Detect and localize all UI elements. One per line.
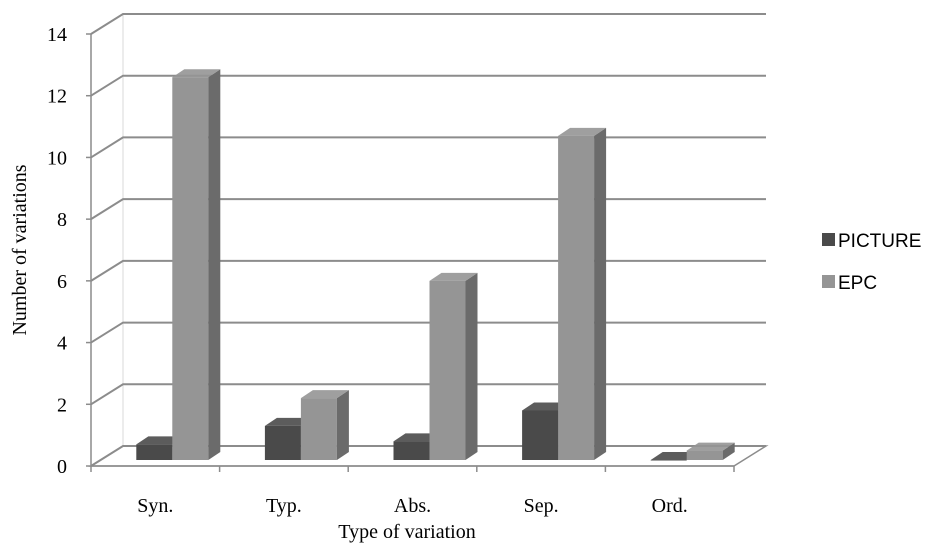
bar-front [686, 450, 723, 460]
gridline [90, 383, 766, 406]
bar-front [522, 410, 559, 460]
x-axis-label: Type of variation [338, 521, 475, 543]
y-tick-label: 4 [57, 333, 67, 355]
y-tick-label: 0 [57, 456, 67, 478]
legend-item-picture: PICTURE [822, 231, 921, 252]
bar-front [558, 135, 595, 461]
y-tick-label: 12 [47, 86, 67, 108]
bar-side [208, 69, 221, 460]
legend-item-epc: EPC [822, 273, 877, 294]
bar-epc-ord [686, 442, 735, 460]
x-tick-label: Sep. [524, 495, 559, 517]
bar-front [300, 398, 337, 460]
y-tick-label: 8 [57, 209, 67, 231]
y-tick-label: 6 [57, 271, 67, 293]
x-tick-label: Typ. [266, 495, 302, 517]
bar-side [336, 390, 349, 460]
axes [86, 33, 735, 472]
bar-side [722, 442, 735, 460]
legend: PICTURE EPC [822, 231, 921, 294]
legend-swatch [822, 275, 835, 288]
bar-front [650, 460, 687, 461]
y-tick-labels: 0 2 4 6 8 10 12 14 [47, 24, 67, 478]
bar-epc-typ [300, 390, 349, 460]
bar-top [300, 390, 349, 399]
bar-front [172, 77, 209, 460]
y-tick-label: 2 [57, 394, 67, 416]
x-tick-label: Abs. [394, 495, 431, 517]
y-tick-label: 10 [47, 147, 67, 169]
y-tick-label: 14 [47, 24, 67, 46]
gridline [90, 259, 766, 282]
side-wall [90, 13, 124, 467]
legend-swatch [822, 233, 835, 246]
bar-front [136, 444, 173, 460]
x-tick-labels: Syn. Typ. Abs. Sep. Ord. [137, 495, 688, 517]
bar-front [429, 280, 466, 460]
bar-epc-abs [429, 272, 478, 460]
gridline [90, 13, 766, 35]
bar-top [558, 127, 607, 136]
bar-epc-sep [558, 127, 607, 461]
gridline [90, 136, 766, 159]
gridline [90, 198, 766, 220]
gridline [90, 321, 766, 344]
gridline [90, 74, 766, 97]
bars [136, 69, 735, 461]
bar-side [465, 272, 478, 460]
bar-front [393, 441, 430, 460]
gridlines [90, 13, 766, 467]
bar-epc-syn [172, 69, 221, 460]
bar-front [264, 425, 301, 460]
bar-side [594, 127, 607, 460]
x-tick-label: Ord. [652, 495, 688, 517]
bar-top [429, 272, 478, 281]
legend-label: EPC [838, 273, 877, 294]
y-axis-label: Number of variations [9, 164, 31, 335]
legend-label: PICTURE [838, 231, 921, 252]
bar-top [686, 442, 735, 451]
x-tick-label: Syn. [137, 495, 173, 517]
bar-top [172, 69, 221, 78]
